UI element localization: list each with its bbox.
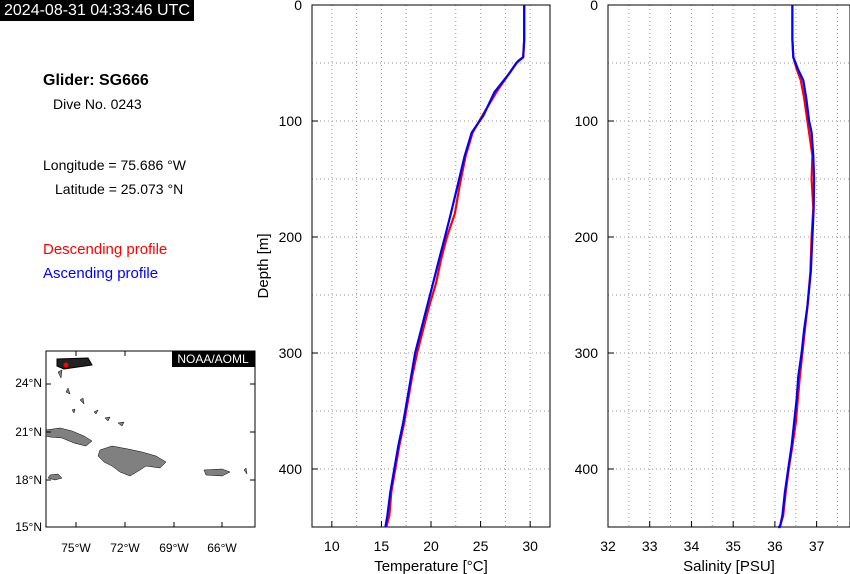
salinity-plot: 0 100 200 300 400 32 33 34 35 36 37 Salinity [PSU] xyxy=(575,0,850,574)
x-tick-label: 37 xyxy=(809,538,825,554)
temperature-plot: 0 100 200 300 400 10 15 20 25 30 Temperature [°C] D… xyxy=(255,0,551,574)
y-tick-label: 200 xyxy=(575,229,599,245)
map-lon-label: 66°W xyxy=(207,541,237,555)
x-tick-label: 15 xyxy=(374,538,390,554)
y-tick-label: 300 xyxy=(575,345,599,361)
descending-legend: Descending profile xyxy=(43,241,168,258)
location-map: NOAA/AOML 24°N 21°N 18°N 15°N 75°W 72°W … xyxy=(15,350,256,555)
y-tick-label: 0 xyxy=(590,0,598,13)
y-tick-label: 100 xyxy=(575,113,599,129)
puerto-rico-landmass xyxy=(203,468,231,477)
latitude-readout: Latitude = 25.073 °N xyxy=(55,181,184,197)
x-tick-label: 20 xyxy=(423,538,439,554)
glider-position-marker xyxy=(63,362,69,368)
map-lon-label: 72°W xyxy=(110,541,140,555)
x-tick-label: 30 xyxy=(522,538,538,554)
map-lon-label: 69°W xyxy=(159,541,189,555)
series-line xyxy=(384,5,526,528)
x-tick-label: 36 xyxy=(767,538,783,554)
glider-name: Glider: SG666 xyxy=(43,72,149,89)
x-tick-label: 10 xyxy=(324,538,340,554)
x-axis-label: Salinity [PSU] xyxy=(683,558,775,574)
x-tick-label: 34 xyxy=(684,538,700,554)
x-tick-label: 25 xyxy=(473,538,489,554)
x-tick-label: 35 xyxy=(725,538,741,554)
map-lat-label: 18°N xyxy=(15,473,42,487)
y-tick-label: 0 xyxy=(294,0,302,13)
y-tick-label: 100 xyxy=(279,113,303,129)
ascending-legend: Ascending profile xyxy=(43,265,159,282)
y-axis-label: Depth [m] xyxy=(255,233,272,298)
plot-frame xyxy=(607,4,850,528)
bahamas-islands xyxy=(57,369,248,475)
hispaniola-landmass xyxy=(97,445,167,477)
y-tick-label: 400 xyxy=(279,461,303,477)
jamaica-landmass xyxy=(47,473,63,481)
cuba-landmass xyxy=(45,427,93,447)
map-lon-label: 75°W xyxy=(61,541,91,555)
series-line xyxy=(778,5,816,529)
map-lat-label: 21°N xyxy=(15,425,42,439)
y-tick-label: 400 xyxy=(575,461,599,477)
timestamp: 2024-08-31 04:33:46 UTC xyxy=(0,0,194,21)
x-tick-label: 33 xyxy=(642,538,658,554)
longitude-readout: Longitude = 75.686 °W xyxy=(43,157,186,173)
map-lat-label: 15°N xyxy=(15,520,42,534)
dive-number: Dive No. 0243 xyxy=(53,96,142,112)
y-tick-label: 200 xyxy=(279,229,303,245)
y-tick-label: 300 xyxy=(279,345,303,361)
x-axis-label: Temperature [°C] xyxy=(374,558,488,574)
map-lat-label: 24°N xyxy=(15,376,42,390)
x-tick-label: 32 xyxy=(600,538,616,554)
noaa-badge: NOAA/AOML xyxy=(177,352,249,366)
noaa-badge-bg xyxy=(172,351,255,367)
